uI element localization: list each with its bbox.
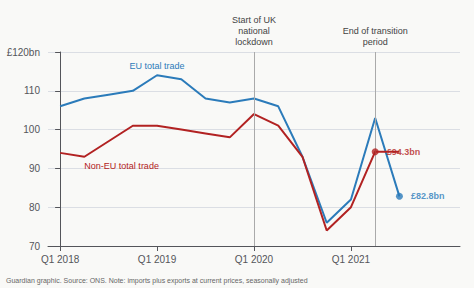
svg-text:Non-EU total trade: Non-EU total trade bbox=[84, 161, 159, 171]
svg-text:£82.8bn: £82.8bn bbox=[411, 191, 445, 201]
svg-text:EU total trade: EU total trade bbox=[130, 61, 185, 71]
svg-text:Guardian graphic. Source: ONS.: Guardian graphic. Source: ONS. Note: imp… bbox=[6, 277, 308, 285]
svg-text:period: period bbox=[363, 37, 388, 47]
svg-text:70: 70 bbox=[29, 241, 41, 252]
svg-text:Q1 2018: Q1 2018 bbox=[41, 254, 80, 265]
svg-text:End of transition: End of transition bbox=[343, 26, 408, 36]
svg-text:£94.3bn: £94.3bn bbox=[387, 147, 421, 157]
svg-text:Q1 2021: Q1 2021 bbox=[332, 254, 371, 265]
svg-text:110: 110 bbox=[24, 85, 40, 96]
svg-text:Q1 2020: Q1 2020 bbox=[235, 254, 274, 265]
svg-text:90: 90 bbox=[29, 163, 41, 174]
svg-text:Start of UK: Start of UK bbox=[232, 15, 276, 25]
svg-text:£120bn: £120bn bbox=[7, 47, 40, 58]
svg-text:100: 100 bbox=[23, 124, 40, 135]
svg-text:Q1 2019: Q1 2019 bbox=[138, 254, 177, 265]
svg-text:national: national bbox=[238, 26, 270, 36]
svg-text:80: 80 bbox=[29, 202, 41, 213]
svg-text:lockdown: lockdown bbox=[235, 37, 273, 47]
